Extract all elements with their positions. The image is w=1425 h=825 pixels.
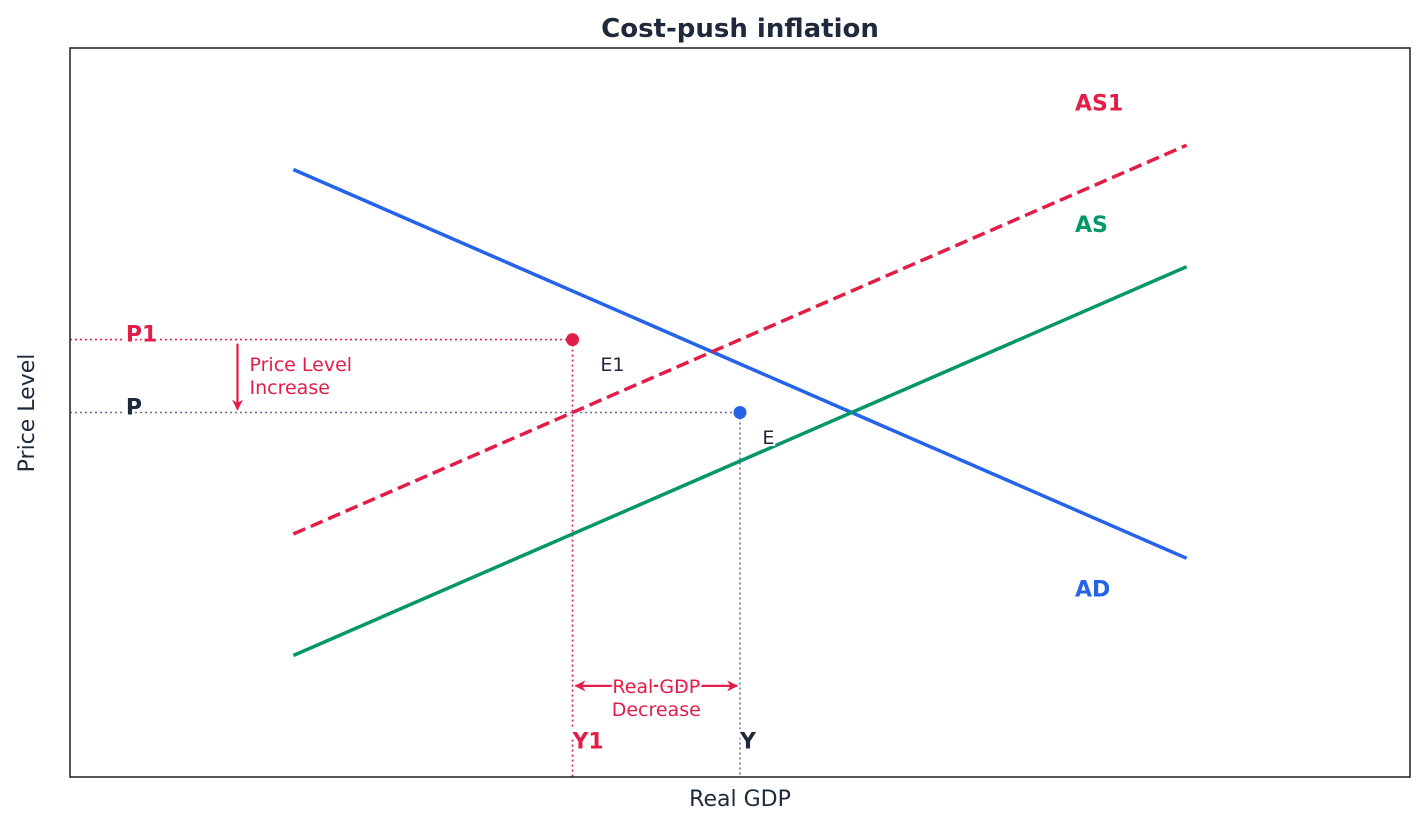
series-line-ad [292, 167, 1188, 560]
axis-value-label-y1: Y1 [572, 730, 604, 755]
series-label-ad: AD [1075, 578, 1110, 603]
axis-value-label-p1: P1 [126, 323, 157, 348]
series-label-as1: AS1 [1075, 92, 1123, 117]
series-line-as [292, 265, 1188, 658]
y-axis-label: Price Level [15, 354, 40, 473]
chart-title: Cost-push inflation [601, 14, 879, 44]
annotation-text: Increase [250, 377, 330, 399]
axis-value-label-y: Y [739, 730, 757, 755]
x-axis-label: Real GDP [689, 787, 791, 812]
annotation-text: Decrease [612, 699, 701, 721]
point-label-e1: E1 [600, 354, 624, 376]
series-line-as1 [292, 143, 1188, 536]
series-label-as: AS [1075, 213, 1108, 238]
point-e [733, 406, 747, 419]
annotation-text: Real GDP [612, 676, 700, 698]
point-label-e: E [762, 427, 774, 449]
point-e1 [566, 333, 579, 347]
plot-frame [69, 47, 1411, 778]
axis-value-label-p: P [126, 396, 142, 421]
annotation-text: Price Level [250, 354, 353, 376]
